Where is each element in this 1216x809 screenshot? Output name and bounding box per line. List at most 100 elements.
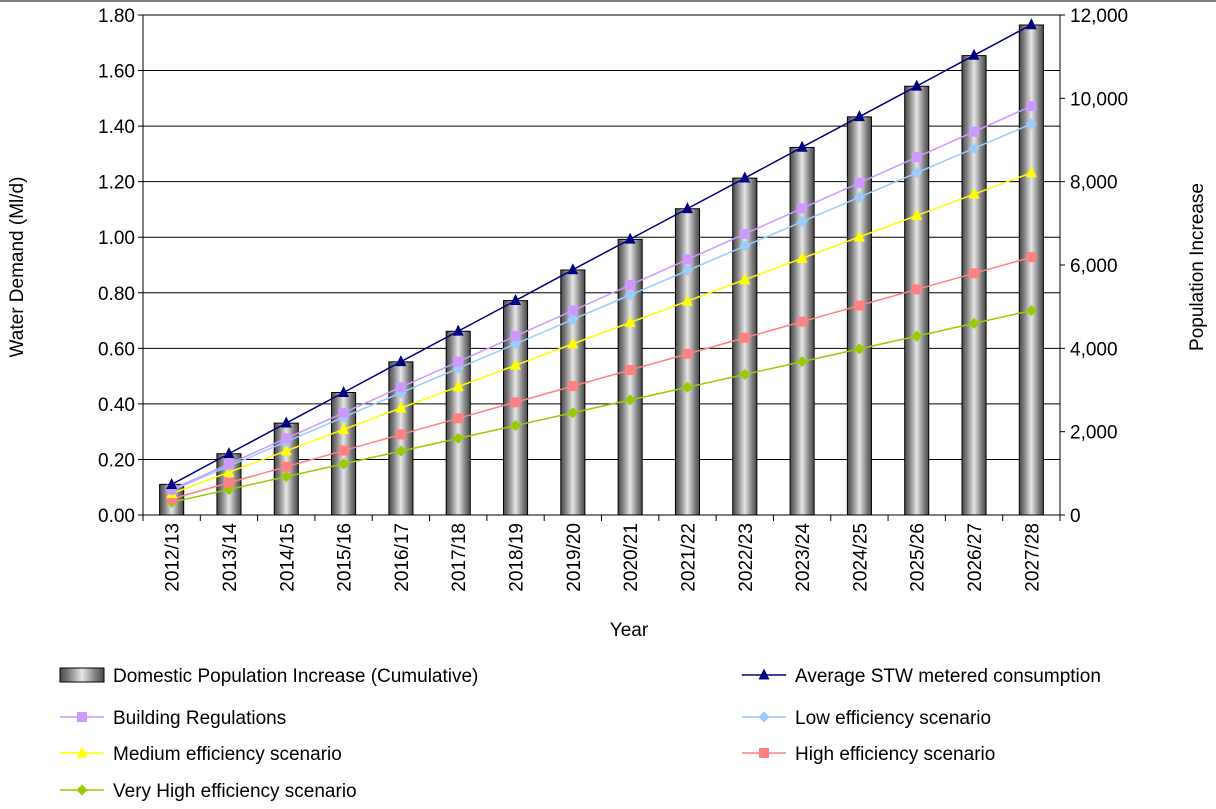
series-point xyxy=(681,381,693,393)
legend: Domestic Population Increase (Cumulative… xyxy=(59,666,1101,802)
legend-swatch-marker xyxy=(76,784,88,796)
x-axis-ticks: 2012/13 2013/14 2014/15 2015/16 2016/17 2017/… xyxy=(142,515,1061,592)
series-point xyxy=(624,289,636,301)
series-point xyxy=(453,413,464,424)
legend-entry: Average STW metered consumption xyxy=(742,666,1101,687)
legend-swatch-marker xyxy=(758,668,770,680)
series-point xyxy=(739,368,751,380)
y2-axis-title: Population Increase xyxy=(1187,183,1208,351)
y-tick-label: 1.20 xyxy=(98,173,135,194)
population-bar xyxy=(961,55,987,516)
series-point xyxy=(567,381,578,392)
y2-tick-label: 2,000 xyxy=(1070,423,1118,444)
y-tick-label: 0.20 xyxy=(98,450,135,471)
series-average-stw-metered-consumption xyxy=(166,18,1037,489)
series-point xyxy=(166,477,178,489)
series-point xyxy=(1026,252,1037,263)
series-point xyxy=(1026,101,1037,112)
series-point xyxy=(338,445,349,456)
line-series xyxy=(166,18,1037,508)
series-point xyxy=(681,202,693,214)
x-tick-label: 2015/16 xyxy=(335,523,356,592)
series-point xyxy=(739,171,751,183)
y-tick-label: 0.40 xyxy=(98,395,135,416)
y-tick-label: 0.80 xyxy=(98,284,135,305)
series-point xyxy=(1025,305,1037,317)
y-tick-label: 1.80 xyxy=(98,6,135,27)
series-point xyxy=(281,461,292,472)
legend-swatch-bar xyxy=(59,667,105,683)
legend-label: Low efficiency scenario xyxy=(795,708,991,729)
series-point xyxy=(567,313,579,325)
series-point xyxy=(854,300,865,311)
series-point xyxy=(797,316,808,327)
series-very-high-efficiency-scenario xyxy=(166,305,1037,508)
series-point xyxy=(969,268,980,279)
series-point xyxy=(682,348,693,359)
x-tick-label: 2013/14 xyxy=(220,523,241,592)
x-tick-label: 2016/17 xyxy=(392,523,413,592)
x-tick-label: 2017/18 xyxy=(449,523,470,592)
series-point xyxy=(223,447,235,459)
series-point xyxy=(853,110,865,122)
series-point xyxy=(969,126,980,137)
bar-series xyxy=(159,24,1044,516)
series-point xyxy=(395,445,407,457)
series-line xyxy=(171,309,1032,503)
y2-tick-label: 12,000 xyxy=(1070,6,1128,27)
series-point xyxy=(452,380,464,392)
series-point xyxy=(911,284,922,295)
series-point xyxy=(739,240,751,252)
x-tick-label: 2021/22 xyxy=(678,523,699,592)
series-point xyxy=(338,407,349,418)
series-point xyxy=(739,228,750,239)
series-point xyxy=(911,209,923,221)
series-point xyxy=(452,324,464,336)
population-bar xyxy=(789,147,815,516)
population-bar xyxy=(674,208,701,516)
series-point xyxy=(510,331,521,342)
series-point xyxy=(395,429,406,440)
series-point xyxy=(166,484,177,495)
series-building-regulations xyxy=(166,101,1037,495)
series-point xyxy=(1025,18,1037,30)
series-point xyxy=(681,265,693,277)
y2-tick-label: 8,000 xyxy=(1070,173,1118,194)
population-bar xyxy=(1018,24,1044,516)
population-bar xyxy=(732,177,758,516)
series-point xyxy=(853,230,865,242)
x-tick-label: 2012/13 xyxy=(163,523,184,592)
legend-swatch-marker xyxy=(76,746,88,758)
y-tick-label: 1.60 xyxy=(98,62,135,83)
population-bar xyxy=(846,116,872,516)
x-tick-label: 2020/21 xyxy=(621,523,642,592)
series-point xyxy=(739,332,750,343)
series-point xyxy=(796,356,808,368)
series-point xyxy=(567,407,579,419)
series-point xyxy=(223,458,234,469)
series-point xyxy=(1025,118,1037,130)
series-point xyxy=(625,280,636,290)
series-point xyxy=(452,432,464,444)
series-point xyxy=(968,317,980,329)
legend-swatch-marker xyxy=(77,712,87,722)
series-point xyxy=(166,493,177,504)
series-point xyxy=(567,263,579,275)
series-point xyxy=(853,191,865,203)
series-point xyxy=(625,365,636,375)
series-point xyxy=(968,48,980,60)
y-tick-label: 0.60 xyxy=(98,339,135,360)
series-point xyxy=(510,420,522,432)
y-tick-label: 1.40 xyxy=(98,117,135,138)
x-axis-title: Year xyxy=(610,620,649,641)
legend-label: High efficiency scenario xyxy=(795,744,995,765)
legend-entry: High efficiency scenario xyxy=(742,744,995,765)
series-point xyxy=(796,140,808,152)
series-point xyxy=(911,79,923,91)
y2-tick-label: 4,000 xyxy=(1070,339,1118,360)
series-low-efficiency-scenario xyxy=(166,118,1037,497)
legend-label: Medium efficiency scenario xyxy=(113,744,342,765)
series-point xyxy=(510,338,522,350)
x-tick-label: 2019/20 xyxy=(564,523,585,592)
legend-entry: Medium efficiency scenario xyxy=(60,744,342,765)
